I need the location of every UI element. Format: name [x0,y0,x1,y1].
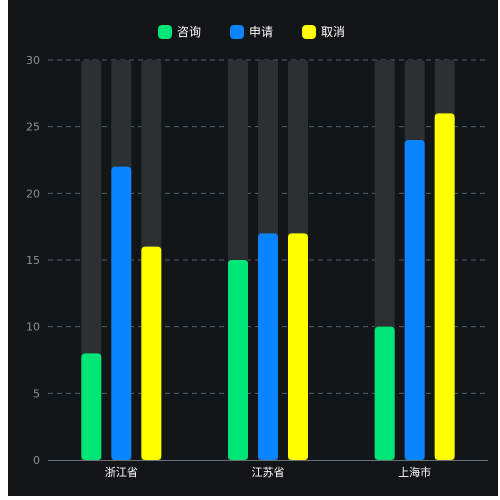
legend-item[interactable]: 取消 [302,25,345,39]
legend-label: 取消 [321,25,345,39]
y-tick-label: 0 [33,454,40,467]
legend-label: 申请 [249,25,273,39]
y-tick-label: 25 [26,121,40,134]
bar-2-2[interactable] [258,233,278,460]
x-tick-label: 浙江省 [105,466,138,479]
bar-1-3[interactable] [141,246,162,460]
chart-panel: 0 5 10 15 20 25 30 浙江省 江苏省 上海市 咨询 申请 取消 [8,0,498,496]
legend-swatch [158,25,172,39]
legend-item[interactable]: 咨询 [158,24,201,39]
bar-1-2[interactable] [111,166,132,460]
bar-3-3[interactable] [434,113,455,460]
legend-swatch [230,25,244,39]
bar-3-1[interactable] [374,326,395,460]
legend-label: 咨询 [177,24,201,39]
legend: 咨询 申请 取消 [158,24,345,39]
bars-layer [81,60,455,460]
legend-swatch [302,25,316,39]
bar-3-2[interactable] [404,140,425,460]
bar-2-3[interactable] [288,233,308,460]
bar-2-1[interactable] [228,260,248,460]
legend-item[interactable]: 申请 [230,25,273,39]
y-tick-label: 5 [33,387,40,400]
x-tick-label: 上海市 [398,465,431,479]
x-tick-label: 江苏省 [252,466,285,479]
y-tick-label: 30 [26,54,40,67]
y-tick-label: 10 [26,321,40,334]
bar-1-1[interactable] [81,353,102,460]
axis-layer: 0 5 10 15 20 25 30 浙江省 江苏省 上海市 [26,54,488,479]
bar-chart: 0 5 10 15 20 25 30 浙江省 江苏省 上海市 咨询 申请 取消 [26,24,488,479]
y-tick-label: 15 [26,254,40,267]
y-tick-label: 20 [26,187,40,200]
